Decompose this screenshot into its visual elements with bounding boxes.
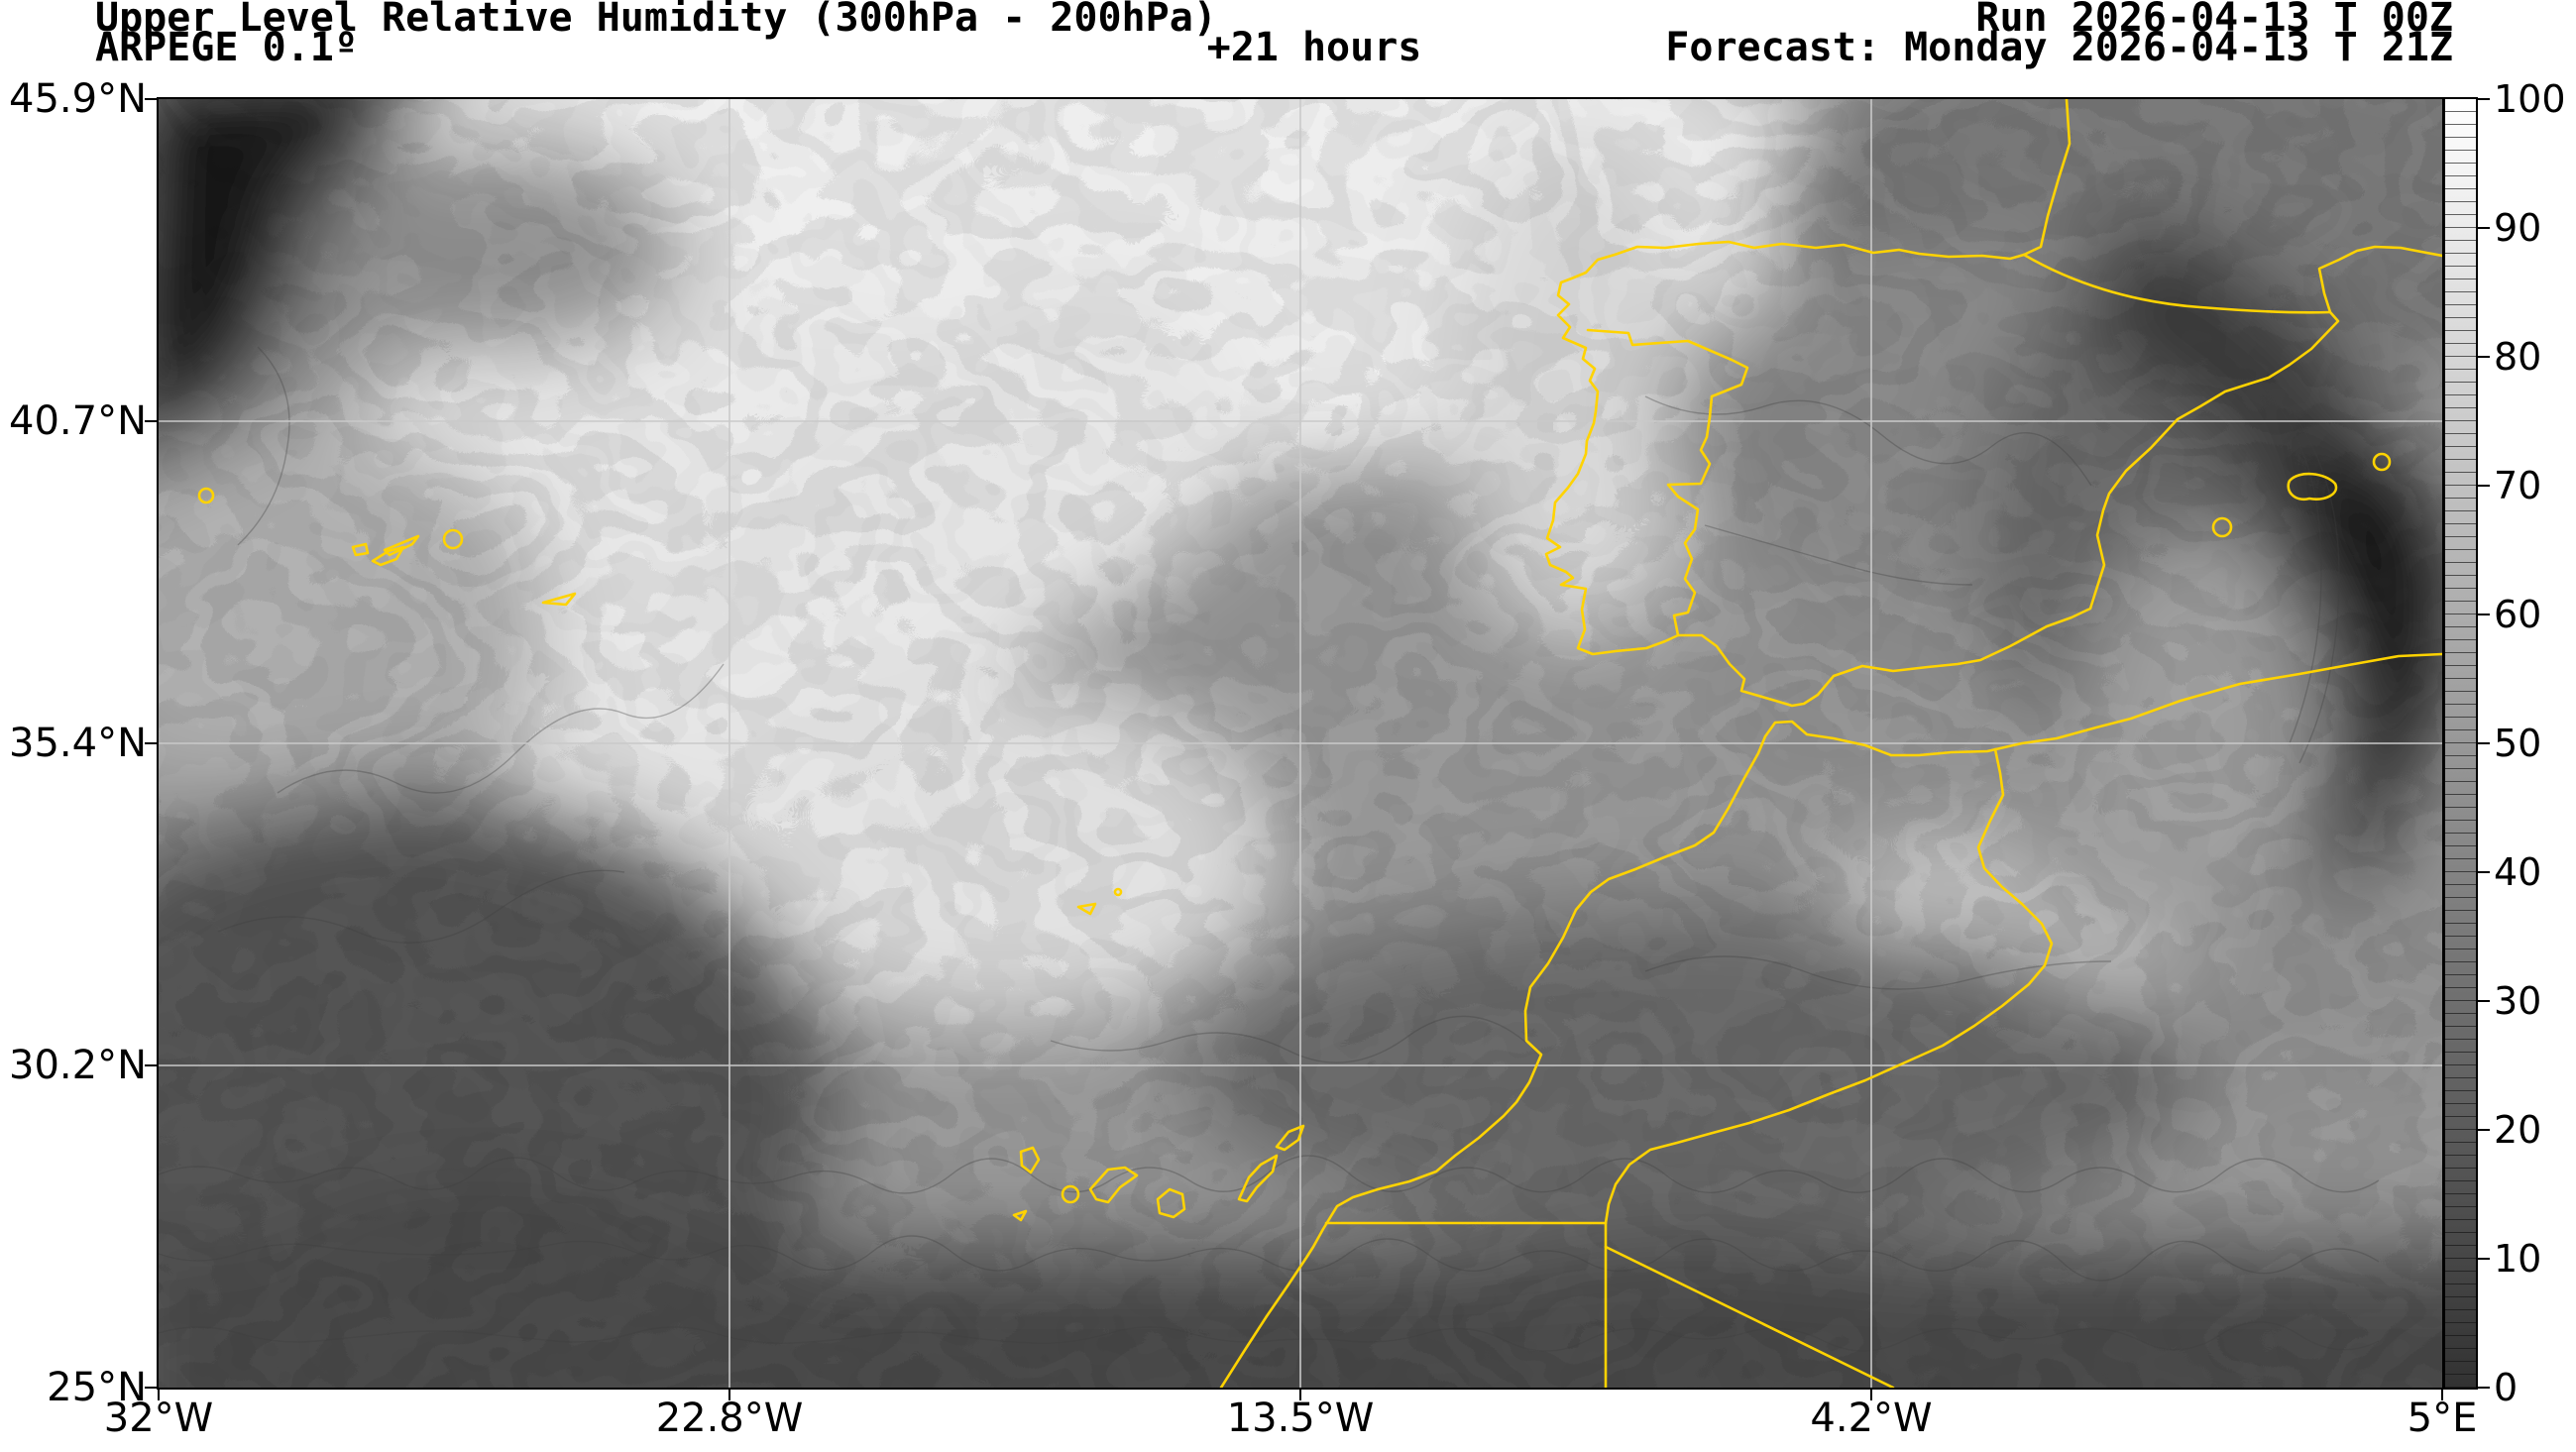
lead-time-label: +21 hours <box>1206 25 1422 70</box>
y-tick-label: 30.2°N <box>9 1043 147 1088</box>
colorbar-tick <box>2478 1129 2490 1131</box>
azores-sao-jorge-island <box>383 534 420 557</box>
y-tick-label: 45.9°N <box>9 76 147 122</box>
x-tick <box>728 1388 730 1400</box>
azores-faial-island <box>351 542 370 557</box>
colorbar-tick <box>2478 742 2490 744</box>
colorbar-tick <box>2478 98 2490 100</box>
chart-title: Upper Level Relative Humidity (300hPa - … <box>95 0 1217 41</box>
iberia-france-coastline <box>1544 99 2442 708</box>
y-tick <box>145 98 158 100</box>
madeira-island <box>1076 902 1097 916</box>
humidity-field-map <box>159 99 2442 1388</box>
pyrenees-border <box>2022 253 2332 314</box>
porto-santo-island <box>1113 887 1123 897</box>
contour-lines <box>159 346 2380 1352</box>
colorbar-tick <box>2478 356 2490 358</box>
y-tick <box>145 1064 158 1066</box>
colorbar-tick-label: 10 <box>2494 1237 2542 1281</box>
azores-corvo-island <box>197 487 215 504</box>
colorbar-tick <box>2478 614 2490 615</box>
colorbar-tick <box>2478 871 2490 873</box>
colorbar-tick <box>2478 485 2490 487</box>
morocco-algeria-border <box>1604 747 2054 1225</box>
colorbar-tick-label: 100 <box>2494 77 2566 121</box>
ibiza-island <box>2211 516 2233 538</box>
el-hierro-island <box>1012 1209 1028 1222</box>
coastlines-borders-layer <box>197 99 2442 1388</box>
map-plot-area <box>157 97 2444 1390</box>
menorca-island <box>2372 452 2392 472</box>
azores-sao-miguel-island <box>541 592 577 607</box>
colorbar-tick-label: 70 <box>2494 464 2542 507</box>
x-tick <box>1870 1388 1872 1400</box>
model-resolution-label: ARPEGE 0.1º <box>95 25 358 70</box>
x-tick <box>2441 1388 2443 1400</box>
y-tick <box>145 420 158 422</box>
la-palma-island <box>1019 1146 1041 1174</box>
lanzarote-island <box>1275 1124 1305 1152</box>
colorbar-tick-label: 20 <box>2494 1108 2542 1152</box>
x-tick-label: 13.5°W <box>1226 1396 1375 1441</box>
tenerife-island <box>1088 1166 1139 1204</box>
fuerteventura-island <box>1237 1154 1279 1203</box>
colorbar <box>2443 97 2478 1390</box>
mallorca-island <box>2287 472 2338 502</box>
azores-terceira-island <box>442 528 464 550</box>
graticule-gridlines <box>159 99 2442 1388</box>
y-tick-label: 35.4°N <box>9 721 147 766</box>
portugal-spain-border <box>1586 328 1749 637</box>
colorbar-tick-label: 0 <box>2494 1366 2519 1409</box>
colorbar-tick <box>2478 1258 2490 1260</box>
x-tick <box>158 1388 160 1400</box>
colorbar-tick-label: 50 <box>2494 722 2542 765</box>
colorbar-tick-label: 90 <box>2494 206 2542 250</box>
y-tick <box>145 742 158 744</box>
x-tick <box>1299 1388 1301 1400</box>
x-tick-label: 4.2°W <box>1810 1396 1933 1441</box>
colorbar-tick <box>2478 227 2490 229</box>
colorbar-tick-label: 30 <box>2494 979 2542 1023</box>
y-tick <box>145 1387 158 1389</box>
y-tick-label: 25°N <box>47 1365 147 1410</box>
algeria-mauritania-border <box>1604 1245 1895 1388</box>
x-tick-label: 5°E <box>2407 1396 2478 1441</box>
colorbar-tick <box>2478 1000 2490 1002</box>
x-tick-label: 22.8°W <box>655 1396 804 1441</box>
africa-coastline <box>1219 652 2442 1388</box>
y-tick-label: 40.7°N <box>9 398 147 444</box>
la-gomera-island <box>1061 1184 1080 1204</box>
colorbar-tick-label: 40 <box>2494 850 2542 894</box>
colorbar-tick-label: 80 <box>2494 335 2542 379</box>
x-tick-label: 32°W <box>103 1396 214 1441</box>
forecast-timestamp-label: Forecast: Monday 2026-04-13 T 21Z <box>1665 25 2453 70</box>
colorbar-tick <box>2478 1387 2490 1389</box>
gran-canaria-island <box>1156 1187 1186 1219</box>
colorbar-tick-label: 60 <box>2494 593 2542 636</box>
run-timestamp-label: Run 2026-04-13 T 00Z <box>1975 0 2453 41</box>
